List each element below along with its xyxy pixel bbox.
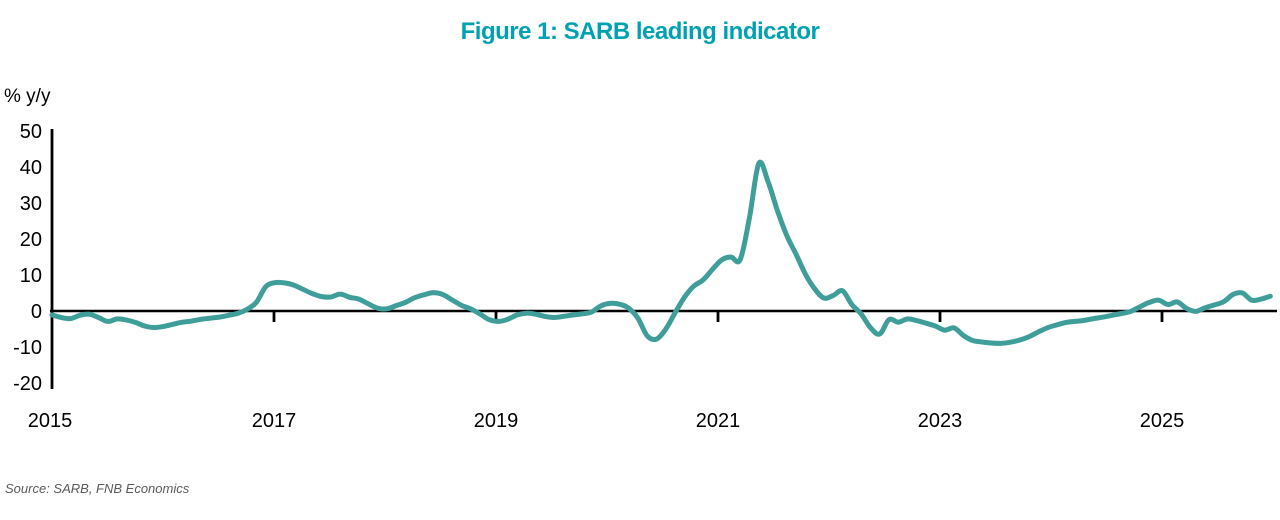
y-axis-unit-label: % y/y bbox=[4, 86, 51, 107]
y-tick-label: 10 bbox=[20, 265, 42, 287]
x-tick-label: 2021 bbox=[696, 410, 741, 432]
x-tick-label: 2019 bbox=[474, 410, 519, 432]
indicator-line bbox=[49, 159, 1273, 346]
y-tick-label: 40 bbox=[20, 157, 42, 179]
source-note: Source: SARB, FNB Economics bbox=[5, 481, 190, 496]
y-tick-label: -10 bbox=[13, 337, 42, 359]
y-tick-label: 50 bbox=[20, 121, 42, 143]
x-tick-label: 2023 bbox=[918, 410, 963, 432]
y-tick-label: 0 bbox=[31, 301, 42, 323]
x-tick-label: 2017 bbox=[252, 410, 297, 432]
y-tick-label: 20 bbox=[20, 229, 42, 251]
y-tick-label: 30 bbox=[20, 193, 42, 215]
x-tick-label: 2025 bbox=[1140, 410, 1185, 432]
y-tick-label: -20 bbox=[13, 373, 42, 395]
x-tick-label: 2015 bbox=[28, 410, 73, 432]
chart-title: Figure 1: SARB leading indicator bbox=[460, 18, 820, 45]
